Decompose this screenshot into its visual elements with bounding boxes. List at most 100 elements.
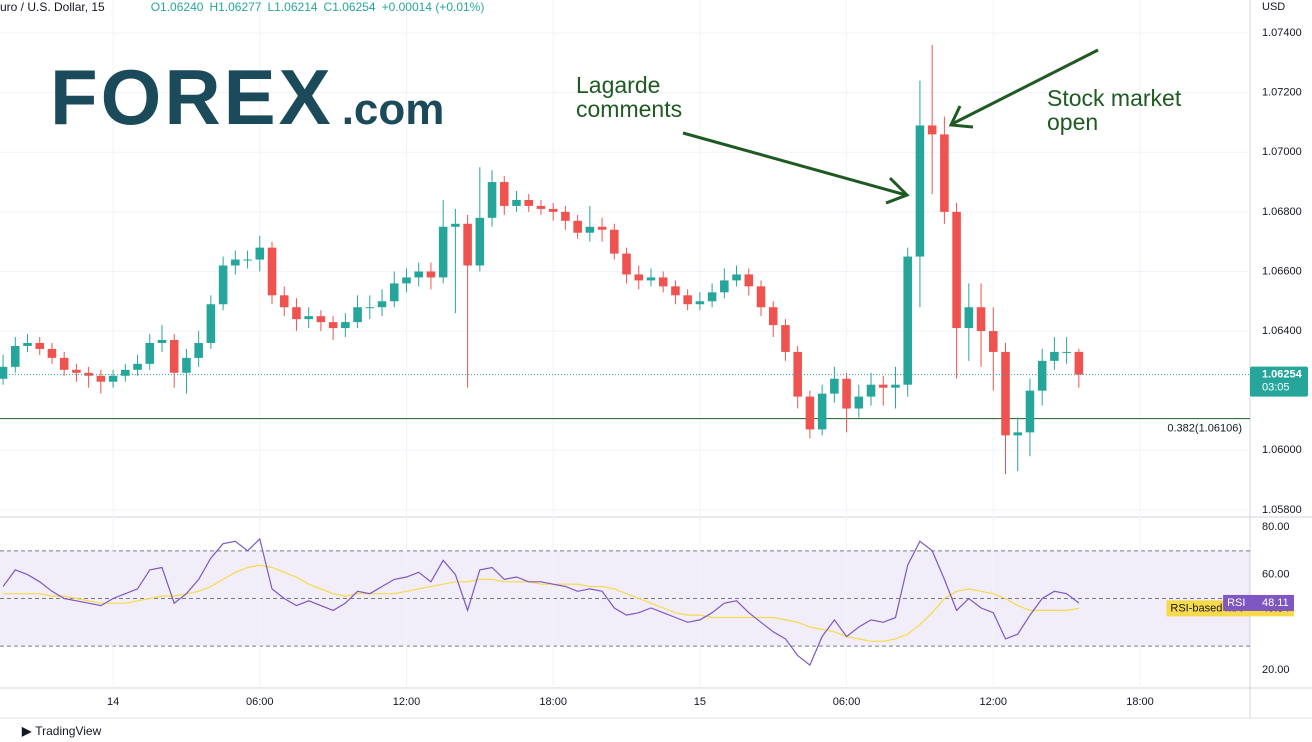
candle-body: [744, 274, 754, 287]
candle-body: [671, 286, 680, 296]
candle-body: [451, 223, 460, 227]
price-tag: [1250, 366, 1308, 397]
candle-body: [1050, 351, 1059, 361]
candle-body: [548, 208, 558, 212]
candle-body: [292, 307, 301, 320]
candle-body: [267, 247, 277, 296]
candle-body: [634, 274, 644, 281]
candle-body: [561, 211, 570, 221]
price-tag-label: 1.06254: [1262, 368, 1303, 380]
candle-body: [35, 342, 45, 349]
y-tick-label: 1.05800: [1262, 504, 1302, 516]
candle-body: [622, 253, 631, 275]
candle-body: [940, 134, 949, 212]
candle-body: [842, 378, 851, 409]
y-tick-label: 1.07000: [1262, 146, 1302, 158]
candle-body: [133, 363, 142, 370]
annotation: Lagarde comments: [576, 72, 683, 122]
candle-body: [169, 339, 179, 373]
candle-body: [866, 384, 876, 397]
footer: ▶ TradingView: [22, 724, 102, 738]
candle-body: [732, 274, 741, 281]
ohlc-value: H1.06277: [209, 0, 262, 14]
candle-body: [964, 307, 974, 329]
candle-body: [707, 292, 717, 302]
value-label: 48.11: [1262, 597, 1289, 609]
y-tick-label: 1.06600: [1262, 265, 1302, 277]
x-tick-label: 06:00: [833, 696, 861, 708]
candle-body: [1062, 351, 1071, 353]
candle-body: [11, 345, 20, 367]
x-tick-label: 18:00: [539, 696, 567, 708]
candle-body: [365, 307, 375, 309]
ohlc-value: L1.06214: [267, 0, 318, 14]
candle-body: [915, 125, 925, 257]
candle-body: [328, 322, 338, 329]
series-line: [3, 564, 1079, 642]
candle-body: [341, 322, 350, 329]
candle-body: [84, 372, 93, 376]
candle-body: [23, 342, 32, 346]
candle-body: [597, 226, 607, 230]
candle-body: [1001, 351, 1010, 436]
candle-body: [585, 226, 595, 233]
series-line: [2, 537, 1080, 667]
candle-body: [279, 295, 289, 308]
logo-main: FOREX: [50, 53, 334, 141]
candle-body: [414, 271, 423, 278]
candle-body: [47, 348, 57, 358]
candle-body: [646, 277, 656, 281]
y-tick-label: 1.06800: [1262, 206, 1302, 218]
y-tick-label: 60.00: [1262, 569, 1290, 581]
y-tick-label: 80.00: [1262, 521, 1290, 533]
arrows: [682, 48, 1099, 205]
candle-body: [854, 396, 864, 409]
candle-body: [194, 342, 203, 358]
candle-body: [377, 301, 387, 308]
logo: FOREX .com: [50, 52, 444, 143]
x-tick-label: 12:00: [393, 696, 421, 708]
candle-body: [524, 199, 534, 206]
candle-body: [720, 280, 729, 293]
candle-body: [756, 286, 766, 308]
candle-body: [512, 199, 521, 206]
candle-body: [817, 393, 827, 430]
ohlc-value: C1.06254: [323, 0, 376, 14]
ohlc-value: +0.00014 (+0.01%): [381, 0, 485, 14]
candle-body: [805, 396, 815, 430]
candle-body: [536, 205, 546, 209]
candle-body: [500, 182, 509, 206]
candle-body: [182, 357, 191, 373]
candle-body: [438, 226, 448, 278]
candle-body: [316, 316, 326, 323]
candle-body: [218, 265, 228, 305]
candle-body: [157, 339, 167, 343]
candle-body: [830, 378, 839, 394]
candle-body: [793, 351, 802, 397]
candle-body: [1037, 360, 1047, 391]
y-tick-label: 20.00: [1262, 664, 1290, 676]
candle-body: [59, 357, 69, 370]
value-tag: [1250, 594, 1294, 611]
candle-body: [426, 271, 436, 278]
ohlc-value: O1.06240: [150, 0, 204, 14]
currency: USD: [1262, 1, 1286, 13]
candle-body: [878, 384, 888, 388]
candle-body: [927, 125, 937, 135]
x-tick-label: 14: [107, 696, 119, 708]
candle-body: [206, 304, 216, 343]
candle-body: [121, 369, 130, 376]
level-label: 0.382(1.06106): [1167, 423, 1242, 435]
candle-body: [487, 182, 497, 218]
candle-body: [0, 366, 8, 379]
arrow: [682, 131, 910, 205]
ohlc: O1.06240 H1.06277 L1.06214 C1.06254 +0.00014…: [151, 0, 485, 14]
candle-body: [695, 301, 705, 305]
y-tick-label: 1.06000: [1262, 444, 1302, 456]
candle-body: [353, 307, 362, 323]
countdown: 03:05: [1262, 381, 1290, 393]
candle-body: [231, 259, 240, 266]
legend-label: RSI: [1227, 597, 1245, 609]
